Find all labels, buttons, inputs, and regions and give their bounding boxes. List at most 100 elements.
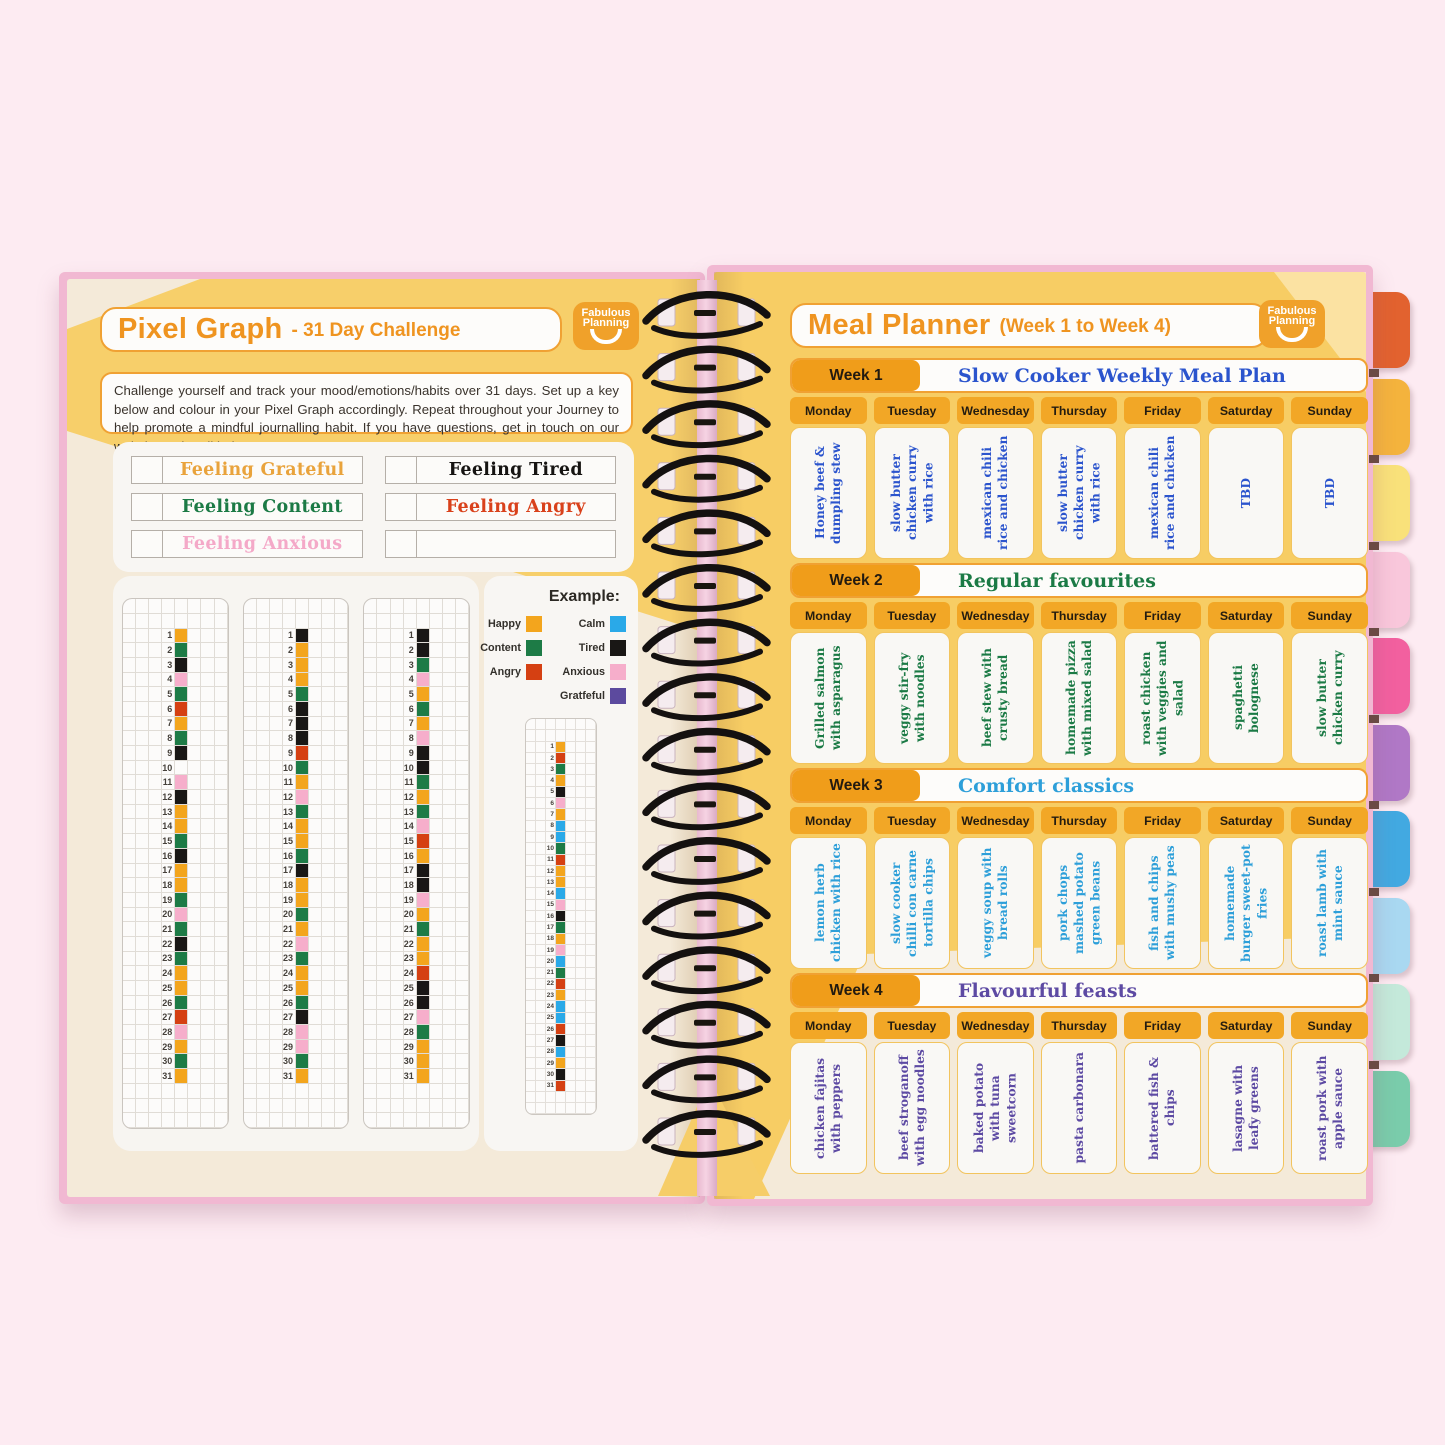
row-number: 9 — [162, 746, 176, 761]
pixel-cell — [296, 804, 310, 820]
pixel-cell — [175, 863, 189, 879]
row-number: 11 — [282, 775, 296, 791]
row-number: 6 — [403, 701, 417, 717]
left-page: Pixel Graph - 31 Day Challenge Fabulous … — [67, 279, 700, 1197]
row-number: 7 — [282, 716, 296, 732]
meal-text: Honey beef & dumpling stew — [812, 442, 844, 544]
tab-binding-mark — [1369, 1060, 1379, 1069]
day-header: Monday — [790, 602, 867, 629]
row-number: 9 — [403, 746, 417, 761]
week-label: Week 3 — [792, 770, 920, 801]
feeling-colour-cell — [132, 457, 163, 483]
row-number: 10 — [403, 760, 417, 776]
legend-swatch — [526, 640, 542, 656]
row-number: 27 — [162, 1010, 176, 1026]
day-header-row: Monday Tuesday Wednesday Thursday Friday Satu… — [790, 397, 1369, 424]
pixel-cell — [296, 1039, 310, 1055]
row-number: 31 — [282, 1069, 296, 1084]
pixel-cell — [296, 951, 310, 967]
pixel-cell — [556, 1069, 566, 1081]
row-number: 28 — [162, 1025, 176, 1040]
logo-text: Planning — [582, 317, 630, 329]
day-header: Tuesday — [873, 1012, 951, 1039]
legend-swatch — [610, 616, 626, 632]
pixel-cell — [175, 790, 189, 805]
row-number: 1 — [282, 628, 296, 644]
meal-card: baked potato with tuna sweetcorn — [957, 1042, 1034, 1174]
pixel-cell — [175, 1054, 189, 1070]
day-header: Monday — [790, 807, 867, 834]
meal-text: TBD — [1238, 477, 1254, 509]
row-number: 16 — [546, 911, 556, 923]
row-number: 5 — [546, 786, 556, 799]
meal-card: veggy soup with bread rolls — [957, 837, 1034, 969]
pixel-cell — [296, 1010, 310, 1026]
pixel-cell — [296, 936, 310, 952]
pixel-cell — [556, 967, 566, 979]
pixel-cell — [416, 628, 430, 644]
logo-text: Planning — [1268, 315, 1316, 327]
day-header: Monday — [790, 1012, 867, 1039]
logo-text: Fabulous — [581, 307, 631, 319]
pixel-cell — [175, 951, 189, 967]
pixel-cell — [416, 746, 430, 761]
pixel-grid-column: 1 2 3 4 5 6 7 8 9 10 11 12 13 14 15 16 17 18 19 20 21 22 23 24 2… — [363, 598, 471, 1129]
meal-card: spaghetti bolognese — [1207, 632, 1285, 764]
row-number: 19 — [403, 892, 417, 908]
pixel-cell — [556, 1012, 566, 1025]
row-number: 1 — [162, 628, 176, 644]
row-number: 18 — [282, 878, 296, 893]
meal-text: Grilled salmon with asparagus — [812, 645, 844, 751]
pixel-cell — [416, 922, 430, 937]
row-number: 16 — [403, 848, 417, 864]
row-number: 31 — [162, 1069, 176, 1084]
row-number: 17 — [546, 922, 556, 934]
meal-text: spaghetti bolognese — [1229, 663, 1262, 733]
tab-binding-mark — [1369, 974, 1379, 982]
row-number: 2 — [162, 643, 176, 658]
pixel-cell — [556, 1001, 566, 1013]
pixel-cell — [296, 892, 310, 908]
pixel-cell — [556, 944, 566, 957]
row-number: 2 — [403, 643, 417, 658]
row-number: 23 — [403, 951, 417, 967]
pixel-cell — [416, 731, 430, 746]
day-header: Tuesday — [873, 602, 951, 629]
week-theme-title: Flavourful feasts — [958, 979, 1138, 1002]
meal-text: baked potato with tuna sweetcorn — [971, 1062, 1019, 1154]
row-number: 8 — [403, 731, 417, 746]
pixel-cell — [416, 907, 430, 923]
meal-card: pasta carbonara — [1040, 1042, 1118, 1174]
meal-card: Honey beef & dumpling stew — [790, 427, 867, 559]
example-pixel-grid: 1 2 3 4 5 6 7 8 9 10 11 12 13 14 15 16 17 18 19 20 21 22 23 24 2… — [526, 719, 596, 1115]
spiral-binding — [642, 290, 771, 1158]
pixel-cell — [556, 798, 566, 810]
meal-card: Grilled salmon with asparagus — [790, 632, 867, 764]
row-number: 3 — [162, 657, 176, 673]
row-number: 21 — [162, 922, 176, 937]
meal-text: beef stroganoff with egg noodles — [895, 1049, 927, 1167]
pixel-cell — [416, 643, 430, 658]
meal-card: TBD — [1291, 427, 1369, 559]
example-title: Example: — [548, 588, 620, 605]
pixel-cell — [556, 922, 566, 934]
pixel-cell — [175, 1025, 189, 1040]
day-header: Wednesday — [957, 1012, 1034, 1039]
tab-binding-mark — [1369, 628, 1379, 636]
pixel-cell — [296, 716, 310, 732]
page-title-suffix: - 31 Day Challenge — [291, 320, 461, 341]
legend-entry: Tired — [546, 640, 626, 656]
meal-card: lasagne with leafy greens — [1207, 1042, 1285, 1174]
row-number: 17 — [403, 863, 417, 879]
row-number: 1 — [546, 741, 556, 753]
tab-binding-mark — [1369, 801, 1379, 809]
pixel-cell — [556, 933, 566, 945]
row-number: 19 — [282, 892, 296, 908]
pixel-grid-1: 1 2 3 4 5 6 7 8 9 10 11 12 13 14 15 16 17 18 19 20 21 22 23 24 2… — [122, 599, 228, 1128]
meal-row: Honey beef & dumpling stew slow butter ch… — [790, 427, 1369, 559]
row-number: 2 — [282, 643, 296, 658]
meal-text: roast pork with apple sauce — [1313, 1055, 1345, 1161]
feeling-key-row: Feeling Tired — [384, 456, 616, 484]
row-number: 20 — [162, 907, 176, 923]
meal-row: lemon herb chicken with rice slow cooker … — [790, 837, 1369, 969]
